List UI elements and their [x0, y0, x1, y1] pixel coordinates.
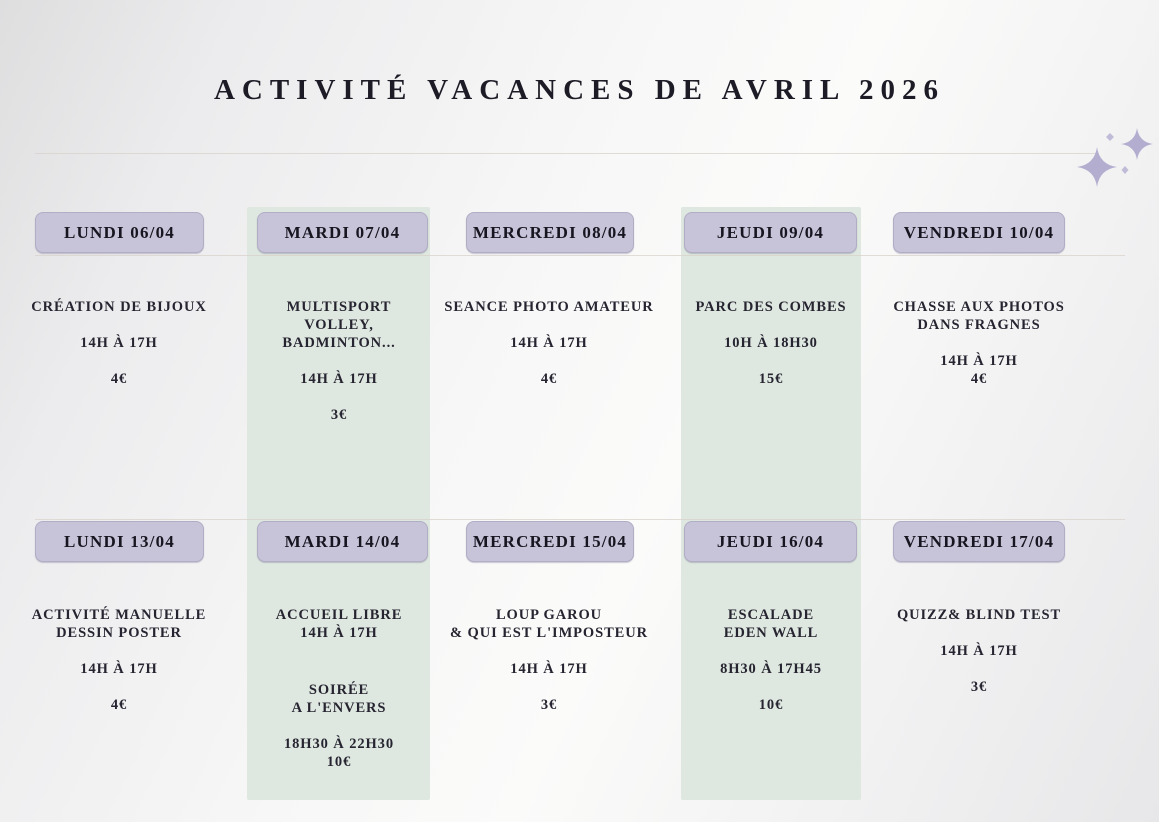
activity-line: & QUI EST L'IMPOSTEUR — [450, 625, 648, 641]
activity-line: DANS FRAGNES — [917, 317, 1041, 333]
activity-line: 14H À 17H — [510, 335, 588, 351]
day-cell: QUIZZ& BLIND TEST 14H À 17H 3€ — [878, 606, 1080, 696]
day-header: JEUDI 09/04 — [684, 212, 857, 253]
activity-line: 8H30 À 17H45 — [720, 661, 822, 677]
day-cell: LOUP GAROU & QUI EST L'IMPOSTEUR 14H À 17H… — [442, 606, 656, 714]
day-header: MERCREDI 15/04 — [466, 521, 634, 562]
activity-line: MULTISPORT — [286, 299, 392, 315]
activity-line: LOUP GAROU — [495, 607, 603, 623]
activity-line: 3€ — [330, 407, 348, 423]
day-cell: ACCUEIL LIBRE 14H À 17H SOIRÉE A L'ENVERS 18… — [246, 606, 432, 771]
page-title: ACTIVITÉ VACANCES DE AVRIL 2026 — [213, 74, 946, 106]
activity-line: CRÉATION DE BIJOUX — [31, 299, 207, 315]
day-header: JEUDI 16/04 — [684, 521, 857, 562]
activity-line: 14H À 17H — [80, 335, 158, 351]
activity-line: CHASSE AUX PHOTOS — [893, 299, 1065, 315]
day-header: VENDREDI 17/04 — [893, 521, 1065, 562]
activity-line: 4€ — [540, 371, 558, 387]
activity-line: 14H À 17H — [300, 371, 378, 387]
activity-line: 3€ — [540, 697, 558, 713]
day-header: MARDI 07/04 — [257, 212, 428, 253]
activity-line: 10H À 18H30 — [724, 335, 818, 351]
activity-line: VOLLEY, BADMINTON... — [282, 317, 396, 351]
activity-line: ACCUEIL LIBRE — [275, 607, 403, 623]
top-divider — [35, 153, 1098, 154]
activity-line: 4€ — [110, 371, 128, 387]
day-header: LUNDI 06/04 — [35, 212, 204, 253]
activity-line: 3€ — [970, 679, 988, 695]
activity-line: 15€ — [758, 371, 784, 387]
day-cell: CRÉATION DE BIJOUX 14H À 17H 4€ — [16, 298, 222, 388]
day-cell: ACTIVITÉ MANUELLE DESSIN POSTER 14H À 17H 4… — [16, 606, 222, 714]
activity-line: 14H À 17H — [940, 353, 1018, 369]
day-cell: PARC DES COMBES 10H À 18H30 15€ — [681, 298, 861, 388]
activity-line: 18H30 À 22H30 — [284, 736, 394, 752]
day-cell: SEANCE PHOTO AMATEUR 14H À 17H 4€ — [442, 298, 656, 388]
week1-divider — [35, 255, 1125, 256]
day-header: MERCREDI 08/04 — [466, 212, 634, 253]
activity-line: ACTIVITÉ MANUELLE — [31, 607, 207, 623]
activity-line: SEANCE PHOTO AMATEUR — [444, 299, 654, 315]
day-cell: MULTISPORT VOLLEY, BADMINTON... 14H À 17H 3… — [246, 298, 432, 424]
tuesday-highlight-band — [247, 207, 430, 800]
activity-line: 14H À 17H — [940, 643, 1018, 659]
week2-divider — [35, 519, 1125, 520]
activity-line: SOIRÉE — [308, 682, 370, 698]
activity-line: PARC DES COMBES — [695, 299, 847, 315]
activity-line: 14H À 17H — [80, 661, 158, 677]
activity-line: 14H À 17H — [300, 625, 378, 641]
day-cell: CHASSE AUX PHOTOS DANS FRAGNES 14H À 17H 4€ — [878, 298, 1080, 388]
activity-line: 14H À 17H — [510, 661, 588, 677]
activity-line: QUIZZ& BLIND TEST — [896, 607, 1062, 623]
activity-line: 4€ — [970, 371, 988, 387]
day-cell: ESCALADE EDEN WALL 8H30 À 17H45 10€ — [681, 606, 861, 714]
day-header: LUNDI 13/04 — [35, 521, 204, 562]
sparkles-icon — [1077, 128, 1153, 187]
day-header: MARDI 14/04 — [257, 521, 428, 562]
activity-line: 10€ — [758, 697, 784, 713]
activity-line: ESCALADE — [727, 607, 815, 623]
thursday-highlight-band — [681, 207, 861, 800]
day-header: VENDREDI 10/04 — [893, 212, 1065, 253]
activity-line: DESSIN POSTER — [56, 625, 182, 641]
activity-line: 4€ — [110, 697, 128, 713]
activity-line: A L'ENVERS — [291, 700, 387, 716]
activity-line: 10€ — [326, 754, 352, 770]
activity-line: EDEN WALL — [723, 625, 819, 641]
